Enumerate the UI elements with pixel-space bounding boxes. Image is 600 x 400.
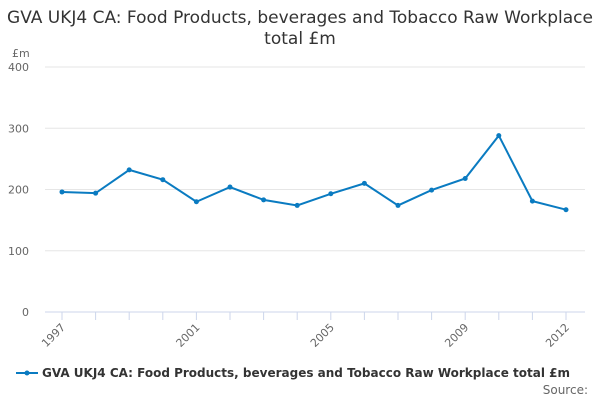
chart-title: GVA UKJ4 CA: Food Products, beverages an…	[7, 8, 593, 49]
x-tick-label: 2009	[442, 321, 471, 350]
data-point	[462, 175, 468, 181]
y-tick-label: 200	[8, 184, 29, 197]
data-point	[294, 202, 300, 208]
data-point	[59, 189, 65, 195]
source-label: Source:	[542, 383, 588, 397]
data-point	[529, 198, 535, 204]
x-tick-label: 2001	[174, 321, 203, 350]
legend-label: GVA UKJ4 CA: Food Products, beverages an…	[42, 366, 570, 380]
legend[interactable]: GVA UKJ4 CA: Food Products, beverages an…	[16, 366, 570, 380]
data-point	[395, 202, 401, 208]
y-tick-label: 0	[22, 306, 29, 319]
data-point	[361, 180, 367, 186]
data-point	[496, 133, 502, 139]
data-point	[429, 187, 435, 193]
series-line	[61, 133, 567, 211]
y-tick-label: 400	[8, 61, 29, 74]
data-point	[93, 190, 99, 196]
x-tick-label: 2012	[543, 321, 572, 350]
y-tick-label: 100	[8, 245, 29, 258]
legend-line-icon	[16, 370, 38, 376]
data-point	[563, 207, 569, 213]
y-tick-label: 300	[8, 122, 29, 135]
data-point	[193, 199, 199, 205]
x-tick-label: 2005	[308, 321, 337, 350]
x-tick-label: 1997	[39, 321, 68, 350]
y-axis-label: £m	[12, 47, 30, 60]
data-point	[328, 191, 334, 197]
data-point	[261, 197, 267, 203]
data-point	[160, 177, 166, 183]
data-point	[126, 167, 132, 173]
data-point	[227, 184, 233, 190]
